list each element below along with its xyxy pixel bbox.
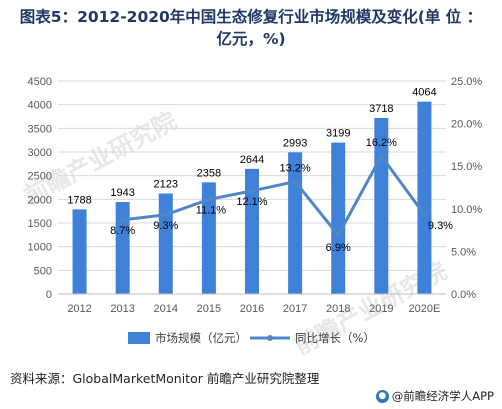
growth-value-label: 8.7% (110, 225, 135, 237)
growth-value-label: 6.9% (326, 242, 351, 254)
x-tick-label: 2014 (154, 303, 178, 315)
bar-value-label: 3718 (369, 103, 393, 115)
line-point (379, 153, 384, 158)
legend-bar-label: 市场规模（亿元） (155, 331, 247, 345)
line-point (163, 212, 168, 217)
x-tick-label: 2015 (197, 303, 221, 315)
line-point (293, 179, 298, 184)
y-right-tick-label: 5.0% (451, 246, 476, 258)
chart-title-line1: 图表5：2012-2020年中国生态修复行业市场规模及变化(单 位 ： (19, 8, 483, 26)
y-right-tick-label: 20.0% (451, 119, 482, 131)
legend-line-marker (267, 335, 273, 341)
bar-value-label: 2644 (240, 154, 264, 166)
y-left-tick-label: 1000 (28, 242, 52, 254)
y-left-tick-label: 3500 (28, 123, 52, 135)
line-point (120, 217, 125, 222)
bar (158, 193, 173, 294)
bar-value-label: 2993 (283, 137, 307, 149)
bar-value-label: 3199 (326, 128, 350, 140)
growth-value-label: 9.3% (428, 220, 453, 232)
bar (72, 209, 87, 294)
x-tick-label: 2018 (326, 303, 350, 315)
y-left-tick-label: 1500 (28, 218, 52, 230)
bar-value-label: 4064 (412, 87, 436, 99)
y-left-tick-label: 3000 (28, 147, 52, 159)
y-left-tick-label: 4500 (28, 76, 52, 88)
x-tick-label: 2016 (240, 303, 264, 315)
y-right-tick-label: 15.0% (451, 161, 482, 173)
bar-value-label: 2123 (154, 179, 178, 191)
y-left-tick-label: 0 (46, 289, 52, 301)
bar (331, 142, 346, 294)
bar-value-label: 1943 (110, 187, 134, 199)
line-point (422, 212, 427, 217)
bar-value-label: 1788 (67, 194, 91, 206)
y-left-tick-label: 2500 (28, 171, 52, 183)
growth-value-label: 12.1% (236, 196, 267, 208)
bar (245, 168, 259, 294)
source-note: 资料来源：GlobalMarketMonitor 前瞻产业研究院整理 (10, 371, 320, 386)
line-point (206, 197, 211, 202)
chart-title: 图表5：2012-2020年中国生态修复行业市场规模及变化(单 位 ： 亿元，%… (0, 6, 502, 50)
bar (201, 182, 216, 294)
y-right-tick-label: 25.0% (451, 76, 482, 88)
legend-line-label: 同比增长（%） (295, 331, 375, 345)
bar-value-label: 2358 (197, 167, 221, 179)
brand-text: @前瞻经济学人APP (391, 389, 494, 403)
y-left-tick-label: 500 (34, 265, 52, 277)
brand-credit: ● @前瞻经济学人APP (375, 388, 494, 404)
chart-title-line2: 亿元，%) (216, 30, 286, 48)
bulb-icon: ● (375, 389, 389, 403)
x-tick-label: 2013 (110, 303, 134, 315)
growth-value-label: 9.3% (153, 220, 178, 232)
growth-line (122, 154, 426, 237)
y-right-tick-label: 10.0% (451, 204, 482, 216)
growth-value-label: 13.2% (280, 163, 311, 175)
y-left-tick-label: 2000 (28, 194, 52, 206)
bar (115, 202, 130, 294)
line-point (250, 188, 254, 193)
x-tick-label: 2012 (67, 303, 91, 315)
x-tick-label: 2020E (409, 303, 441, 315)
x-tick-label: 2017 (283, 303, 307, 315)
bar (417, 101, 432, 295)
growth-value-label: 11.1% (196, 204, 227, 216)
x-tick-label: 2019 (369, 303, 393, 315)
legend-bar-swatch (128, 332, 150, 344)
y-left-tick-label: 4000 (28, 100, 52, 112)
y-right-tick-label: 0.0% (451, 289, 476, 301)
line-point (336, 233, 341, 238)
growth-value-label: 16.2% (366, 137, 397, 149)
legend: 市场规模（亿元） 同比增长（%） (128, 331, 375, 345)
